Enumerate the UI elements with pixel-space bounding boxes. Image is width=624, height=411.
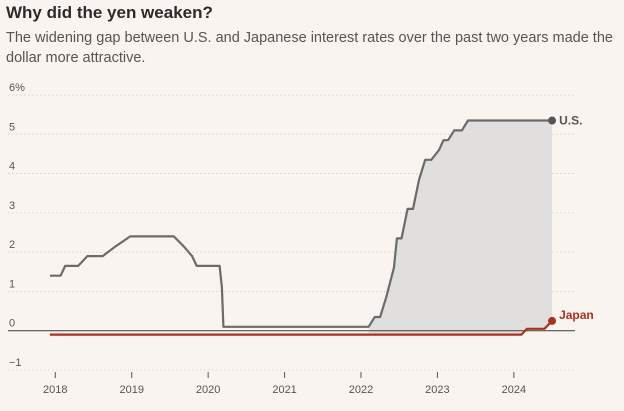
gap-area-layer: [368, 120, 553, 335]
y-tick-label: −1: [9, 357, 22, 369]
x-tick-label: 2024: [502, 384, 526, 396]
y-tick-label: 2: [9, 239, 15, 251]
y-tick-label: 5: [9, 121, 15, 133]
japan-series-label: Japan: [559, 308, 594, 322]
y-tick-label: 3: [9, 200, 15, 212]
label-layer: 6% 5 4 3 2 1 0 −1 2018 2019 2020 2021 2022 2023 2024 U.…: [9, 82, 594, 396]
rate-gap-area: [368, 120, 553, 335]
series-layer: [49, 116, 557, 336]
y-tick-label: 6%: [9, 82, 25, 94]
chart-title: Why did the yen weaken?: [6, 3, 213, 22]
us-rate-line: [49, 119, 553, 328]
x-tick-label: 2018: [43, 384, 67, 396]
japan-rate-line: [49, 320, 553, 336]
x-tick-label: 2020: [196, 384, 220, 396]
x-tick-label: 2023: [425, 384, 449, 396]
y-tick-label: 4: [9, 161, 15, 173]
x-tick-label: 2021: [272, 384, 296, 396]
us-end-dot: [548, 116, 557, 125]
y-tick-label: 0: [9, 318, 15, 330]
japan-end-dot: [548, 316, 557, 325]
chart-subtitle: The widening gap between U.S. and Japane…: [6, 30, 613, 66]
x-tick-label: 2019: [119, 384, 143, 396]
x-tick-label: 2022: [349, 384, 373, 396]
y-tick-label: 1: [9, 278, 15, 290]
us-series-label: U.S.: [559, 114, 582, 128]
axis-layer: [8, 330, 575, 378]
